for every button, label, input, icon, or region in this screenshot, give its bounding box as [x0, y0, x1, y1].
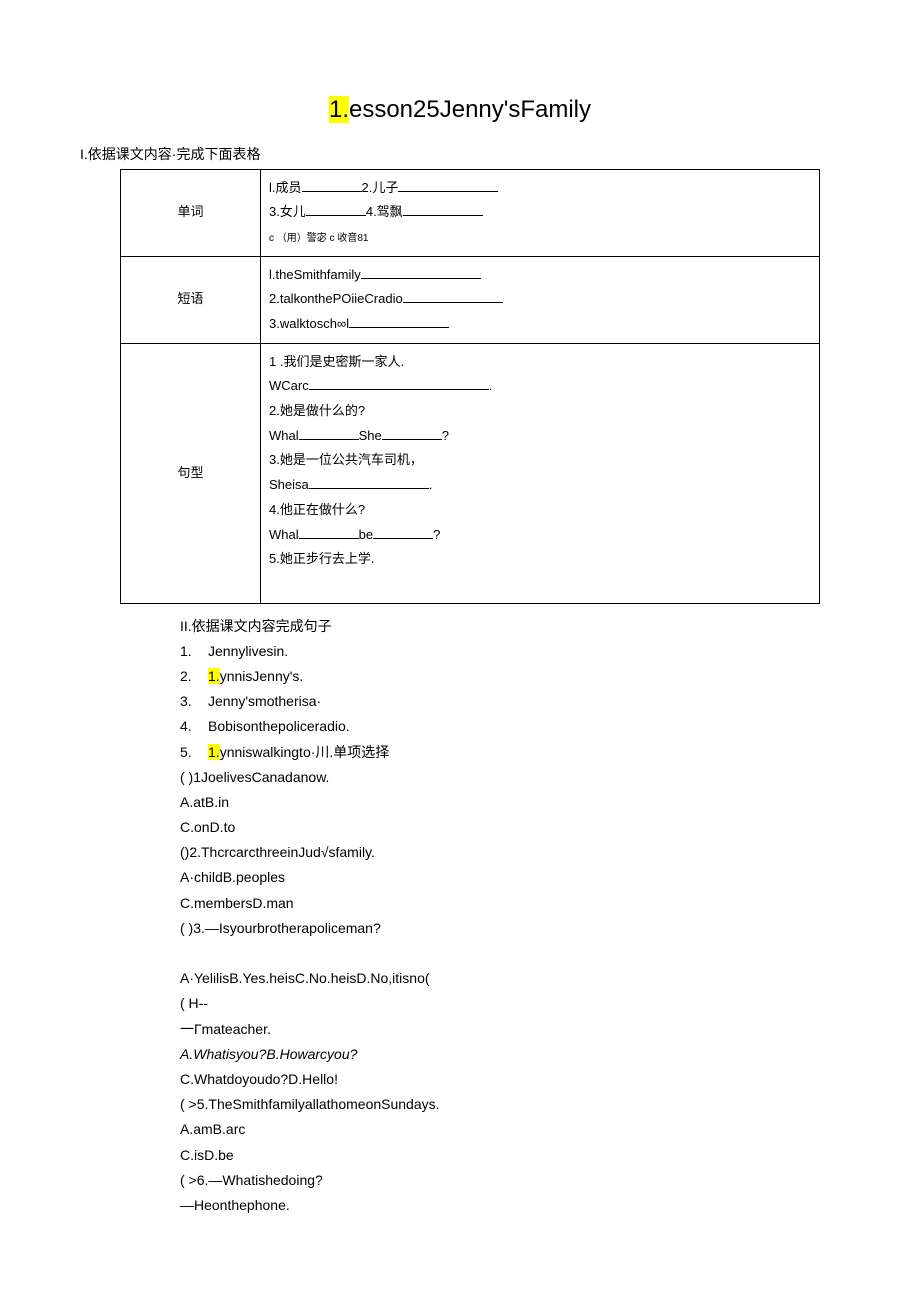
vocab-3: c （用）警宓 c 收音81 [269, 233, 368, 244]
item-text-rest: ynniswalkingto·川.单项选择 [220, 744, 390, 760]
phrase-2: 2.talkonthePOiieCradio [269, 291, 403, 306]
list-item: 1. Jennylivesin. [180, 639, 840, 664]
table-row: 句型 1 .我们是史密斯一家人. WCarc. 2.她是做什么的? WhalSh… [121, 343, 820, 603]
blank [349, 314, 449, 328]
mc-line: ( )3.—Isyourbrotherapoliceman? [180, 916, 840, 941]
sent-q2ba: Whal [269, 428, 299, 443]
highlight: 1. [208, 744, 220, 760]
phrase-3: 3.walktosch∞l [269, 316, 349, 331]
vocab-2b: 4.驾飘 [366, 204, 403, 219]
sent-q1: 1 .我们是史密斯一家人. [269, 354, 404, 369]
sent-q1b: WCarc [269, 378, 309, 393]
mc-line: ()2.ThcrcarcthreeinJud√sfamily. [180, 840, 840, 865]
sent-q3b: Sheisa [269, 477, 309, 492]
item-text-rest: ynnisJenny's. [220, 668, 304, 684]
mc-line: A·YelilisB.Yes.heisC.No.heisD.No,itisno( [180, 966, 840, 991]
sent-q4bc: ? [433, 527, 440, 542]
item-text: Bobisonthepoliceradio. [208, 714, 350, 739]
sent-q5: 5.她正步行去上学. [269, 551, 374, 566]
item-num: 4. [180, 714, 208, 739]
sent-q4bb: be [359, 527, 373, 542]
row-content-phrase: l.theSmithfamily 2.talkonthePOiieCradio … [261, 256, 820, 343]
blank [302, 178, 362, 192]
mc-line: C.Whatdoyoudo?D.Hello! [180, 1067, 840, 1092]
list-item: 2. 1.ynnisJenny's. [180, 664, 840, 689]
row-content-vocab: l.成员 2.儿子 3.女儿 4.驾飘 c （用）警宓 c 收音81 [261, 169, 820, 256]
mc-line: C.onD.to [180, 815, 840, 840]
sent-q4: 4.他正在做什么? [269, 502, 365, 517]
row-label-sentence: 句型 [121, 343, 261, 603]
blank [299, 426, 359, 440]
blank [361, 265, 481, 279]
section2-block: II.依据课文内容完成句子 1. Jennylivesin. 2. 1.ynni… [180, 614, 840, 1219]
mc-line: ( )1JoelivesCanadanow. [180, 765, 840, 790]
vocab-1b: 2.儿子 [362, 180, 399, 195]
sent-q4ba: Whal [269, 527, 299, 542]
item-text: Jennylivesin. [208, 639, 288, 664]
mc-line: C.isD.be [180, 1143, 840, 1168]
list-item: 5. 1.ynniswalkingto·川.单项选择 [180, 740, 840, 765]
item-text: 1.ynnisJenny's. [208, 664, 303, 689]
mc-line: C.membersD.man [180, 891, 840, 916]
list-item: 4. Bobisonthepoliceradio. [180, 714, 840, 739]
item-num: 5. [180, 740, 208, 765]
mc-line: ( >6.—Whatishedoing? [180, 1168, 840, 1193]
item-text: 1.ynniswalkingto·川.单项选择 [208, 740, 389, 765]
sent-q3: 3.她是一位公共汽车司机， [269, 452, 423, 467]
mc-line-italic: A.Whatisyou?B.Howarcyou? [180, 1046, 357, 1062]
row-content-sentence: 1 .我们是史密斯一家人. WCarc. 2.她是做什么的? WhalShe? … [261, 343, 820, 603]
highlight: 1. [208, 668, 220, 684]
blank [309, 376, 489, 390]
sent-q2bb: She [359, 428, 382, 443]
blank [403, 289, 503, 303]
row-label-phrase: 短语 [121, 256, 261, 343]
mc-line: 一Гmateacher. [180, 1017, 840, 1042]
item-num: 2. [180, 664, 208, 689]
mc-line: —Heonthephone. [180, 1193, 840, 1218]
blank [309, 475, 429, 489]
blank [306, 202, 366, 216]
mc-line: A.amB.arc [180, 1117, 840, 1142]
item-num: 3. [180, 689, 208, 714]
item-text: Jenny'smotherisa· [208, 689, 321, 714]
section2-heading: II.依据课文内容完成句子 [180, 614, 840, 639]
title-highlight: 1. [329, 96, 349, 123]
blank [398, 178, 498, 192]
section1-heading: I.依据课文内容·完成下面表格 [80, 143, 840, 167]
blank [299, 525, 359, 539]
mc-line: ( >5.TheSmithfamilyallathomeonSundays. [180, 1092, 840, 1117]
mc-line: A.Whatisyou?B.Howarcyou? [180, 1042, 840, 1067]
sent-q2: 2.她是做什么的? [269, 403, 365, 418]
row-label-vocab: 单词 [121, 169, 261, 256]
sent-q2bc: ? [442, 428, 449, 443]
phrase-1: l.theSmithfamily [269, 267, 361, 282]
worksheet-table: 单词 l.成员 2.儿子 3.女儿 4.驾飘 c （用）警宓 c 收音81 短语 l… [120, 169, 820, 604]
blank [373, 525, 433, 539]
table-row: 短语 l.theSmithfamily 2.talkonthePOiieCrad… [121, 256, 820, 343]
mc-line: A·childB.peoples [180, 865, 840, 890]
item-num: 1. [180, 639, 208, 664]
list-item: 3. Jenny'smotherisa· [180, 689, 840, 714]
blank [382, 426, 442, 440]
mc-line: ( H-- [180, 991, 840, 1016]
title-rest: esson25Jenny'sFamily [349, 96, 591, 123]
table-row: 单词 l.成员 2.儿子 3.女儿 4.驾飘 c （用）警宓 c 收音81 [121, 169, 820, 256]
vocab-1a: l.成员 [269, 180, 302, 195]
blank [403, 202, 483, 216]
page-title: 1.esson25Jenny'sFamily [80, 90, 840, 131]
mc-line: A.atB.in [180, 790, 840, 815]
vocab-2a: 3.女儿 [269, 204, 306, 219]
